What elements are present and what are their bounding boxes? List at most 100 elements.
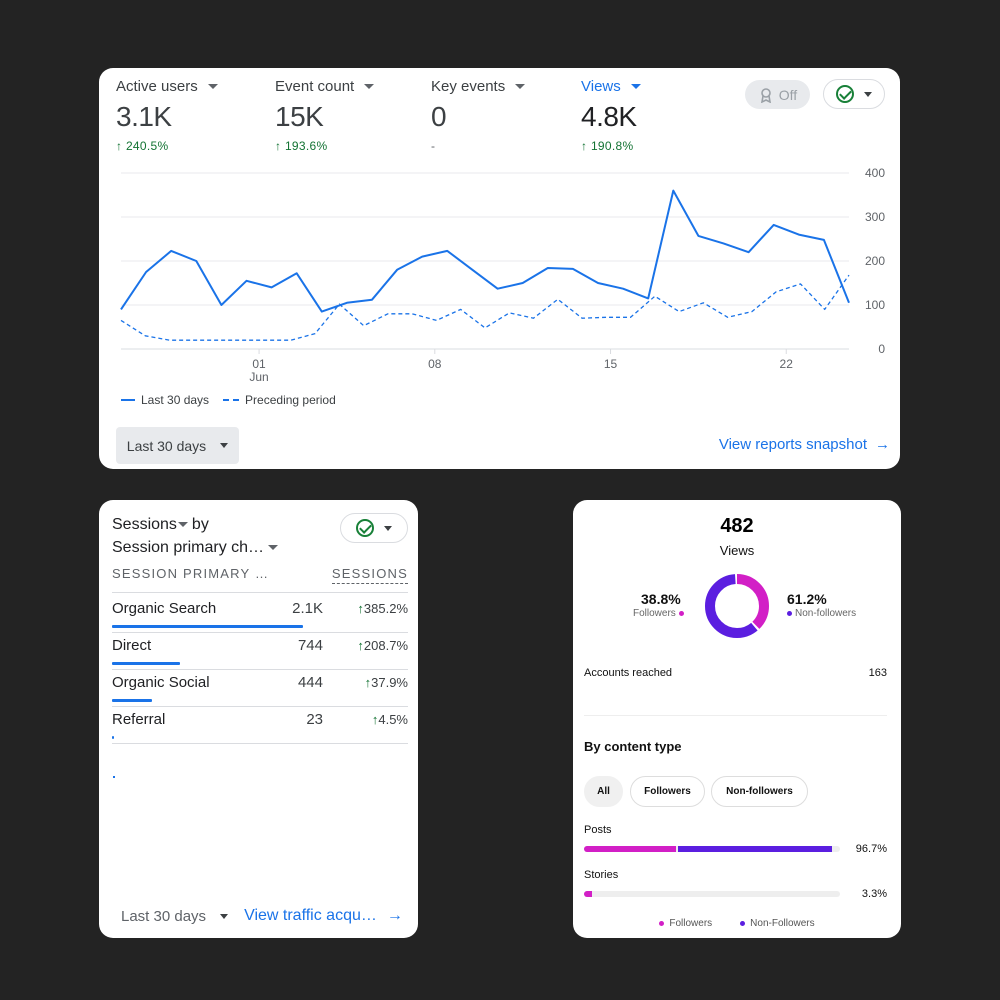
caret-down-icon bbox=[177, 522, 188, 527]
date-range-dropdown[interactable]: Last 30 days bbox=[121, 908, 229, 925]
x-tick-label: 01 bbox=[252, 357, 266, 371]
row-change: ↑4.5% bbox=[372, 712, 408, 727]
metric-value: 0 bbox=[431, 101, 447, 132]
x-tick-label: 22 bbox=[780, 357, 794, 371]
header-divider bbox=[112, 592, 408, 593]
dimension-selector[interactable]: Session primary ch… bbox=[112, 536, 279, 559]
metric-change: ↑ 190.8% bbox=[581, 139, 641, 153]
row-label: Organic Social bbox=[112, 674, 210, 691]
caret-down-icon bbox=[630, 84, 641, 89]
row-divider bbox=[112, 743, 408, 744]
y-tick-label: 400 bbox=[865, 166, 885, 180]
row-change: ↑208.7% bbox=[357, 638, 408, 653]
row-label: Organic Search bbox=[112, 600, 217, 617]
legend-item-followers: Followers bbox=[659, 918, 712, 929]
arrow-right-icon: → bbox=[875, 436, 890, 453]
row-value: 444 bbox=[297, 674, 323, 691]
award-icon bbox=[760, 87, 771, 103]
status-check-dropdown[interactable] bbox=[823, 79, 885, 109]
views-line-chart: 400 300 200 100 0 01 08 15 22 Jun bbox=[120, 166, 885, 383]
series-line-last-30-days bbox=[120, 189, 850, 313]
section-divider bbox=[584, 715, 887, 716]
row-value: 23 bbox=[306, 711, 323, 728]
status-check-dropdown[interactable] bbox=[340, 513, 408, 543]
dimension-selector-label: Session primary ch… bbox=[112, 539, 265, 556]
row-divider bbox=[112, 706, 408, 707]
row-change: ↑385.2% bbox=[357, 601, 408, 616]
y-tick-label: 0 bbox=[878, 342, 885, 356]
caret-down-icon bbox=[864, 91, 872, 97]
legend-item-current: Last 30 days bbox=[121, 393, 209, 407]
arrow-up-icon: ↑ bbox=[371, 712, 379, 727]
content-label-posts: Posts bbox=[584, 824, 612, 836]
legend-label: Non-Followers bbox=[750, 918, 815, 929]
table-row[interactable]: Organic Social 444 ↑37.9% bbox=[112, 670, 408, 707]
followers-caption: Followers bbox=[633, 608, 684, 619]
column-header-dimension: SESSION PRIMARY … bbox=[112, 566, 270, 581]
content-legend: Followers Non-Followers bbox=[573, 918, 901, 929]
followers-label: Followers bbox=[633, 608, 676, 619]
row-change-value: 208.7% bbox=[363, 638, 408, 653]
x-month-label: Jun bbox=[249, 370, 268, 383]
metric-change-value: 190.8% bbox=[590, 139, 634, 153]
view-traffic-acquisition-link[interactable]: View traffic acqu… → bbox=[244, 907, 403, 925]
row-change-value: 385.2% bbox=[363, 601, 408, 616]
placeholder-dot bbox=[113, 776, 115, 778]
views-total-label: Views bbox=[719, 543, 755, 558]
nonfollowers-caption: Non-followers bbox=[787, 608, 856, 619]
view-reports-snapshot-link[interactable]: View reports snapshot → bbox=[719, 436, 890, 453]
legend-label: Last 30 days bbox=[141, 393, 210, 407]
series-line-preceding-period bbox=[120, 274, 850, 341]
metric-selector[interactable]: Sessions bbox=[112, 513, 188, 536]
y-tick-label: 200 bbox=[865, 254, 885, 268]
caret-down-icon bbox=[384, 525, 392, 531]
content-label-stories: Stories bbox=[584, 869, 619, 881]
check-circle-icon bbox=[836, 85, 854, 103]
legend-item-nonfollowers: Non-Followers bbox=[740, 918, 815, 929]
posts-percent: 96.7% bbox=[855, 843, 887, 855]
metric-change-value: 240.5% bbox=[125, 139, 169, 153]
metric-label: Active users bbox=[116, 78, 198, 95]
table-header: SESSION PRIMARY … SESSIONS bbox=[112, 566, 408, 584]
metric-views[interactable]: Views 4.8K ↑ 190.8% bbox=[581, 78, 641, 153]
caret-down-icon bbox=[364, 84, 375, 89]
stories-bar bbox=[584, 891, 840, 897]
table-row[interactable]: Direct 744 ↑208.7% bbox=[112, 633, 408, 670]
metric-label: Key events bbox=[431, 78, 506, 95]
column-header-sessions[interactable]: SESSIONS bbox=[331, 566, 408, 584]
filter-followers[interactable]: Followers bbox=[630, 776, 705, 807]
link-label: View reports snapshot bbox=[718, 436, 867, 453]
date-range-dropdown[interactable]: Last 30 days bbox=[116, 427, 239, 464]
accounts-reached-value: 163 bbox=[868, 667, 887, 679]
nonfollowers-label: Non-followers bbox=[795, 608, 857, 619]
followers-dot bbox=[659, 921, 665, 926]
metric-label: Views bbox=[581, 78, 621, 95]
metric-active-users[interactable]: Active users 3.1K ↑ 240.5% bbox=[116, 78, 218, 153]
chart-legend: Last 30 days Preceding period bbox=[121, 393, 342, 407]
views-breakdown-card: 482 Views 38.8% Followers 61.2% Non-foll… bbox=[573, 500, 901, 938]
insights-toggle[interactable]: Off bbox=[745, 80, 810, 109]
x-tick-label: 15 bbox=[604, 357, 618, 371]
filter-nonfollowers[interactable]: Non-followers bbox=[711, 776, 808, 807]
arrow-up-icon: ↑ bbox=[275, 139, 282, 153]
nonfollowers-dot bbox=[787, 611, 792, 616]
accounts-reached-row: Accounts reached 163 bbox=[584, 667, 887, 679]
y-tick-label: 300 bbox=[865, 210, 885, 224]
legend-item-previous: Preceding period bbox=[223, 393, 336, 407]
table-row[interactable]: Organic Search 2.1K ↑385.2% bbox=[112, 596, 408, 633]
dashed-line-swatch bbox=[223, 399, 240, 401]
solid-line-swatch bbox=[121, 399, 135, 401]
link-label: View traffic acqu… bbox=[244, 907, 377, 924]
row-label: Referral bbox=[112, 711, 166, 728]
metric-event-count[interactable]: Event count 15K ↑ 193.6% bbox=[275, 78, 375, 153]
caret-down-icon bbox=[268, 545, 279, 550]
table-row[interactable]: Referral 23 ↑4.5% bbox=[112, 707, 408, 744]
caret-down-icon bbox=[220, 913, 229, 919]
filter-all[interactable]: All bbox=[584, 776, 623, 807]
metric-value: 3.1K bbox=[116, 101, 172, 132]
arrow-up-icon: ↑ bbox=[364, 675, 372, 690]
metric-key-events[interactable]: Key events 0 - bbox=[431, 78, 526, 153]
metric-value: 4.8K bbox=[581, 101, 637, 132]
arrow-up-icon: ↑ bbox=[581, 139, 588, 153]
row-divider bbox=[112, 632, 408, 633]
